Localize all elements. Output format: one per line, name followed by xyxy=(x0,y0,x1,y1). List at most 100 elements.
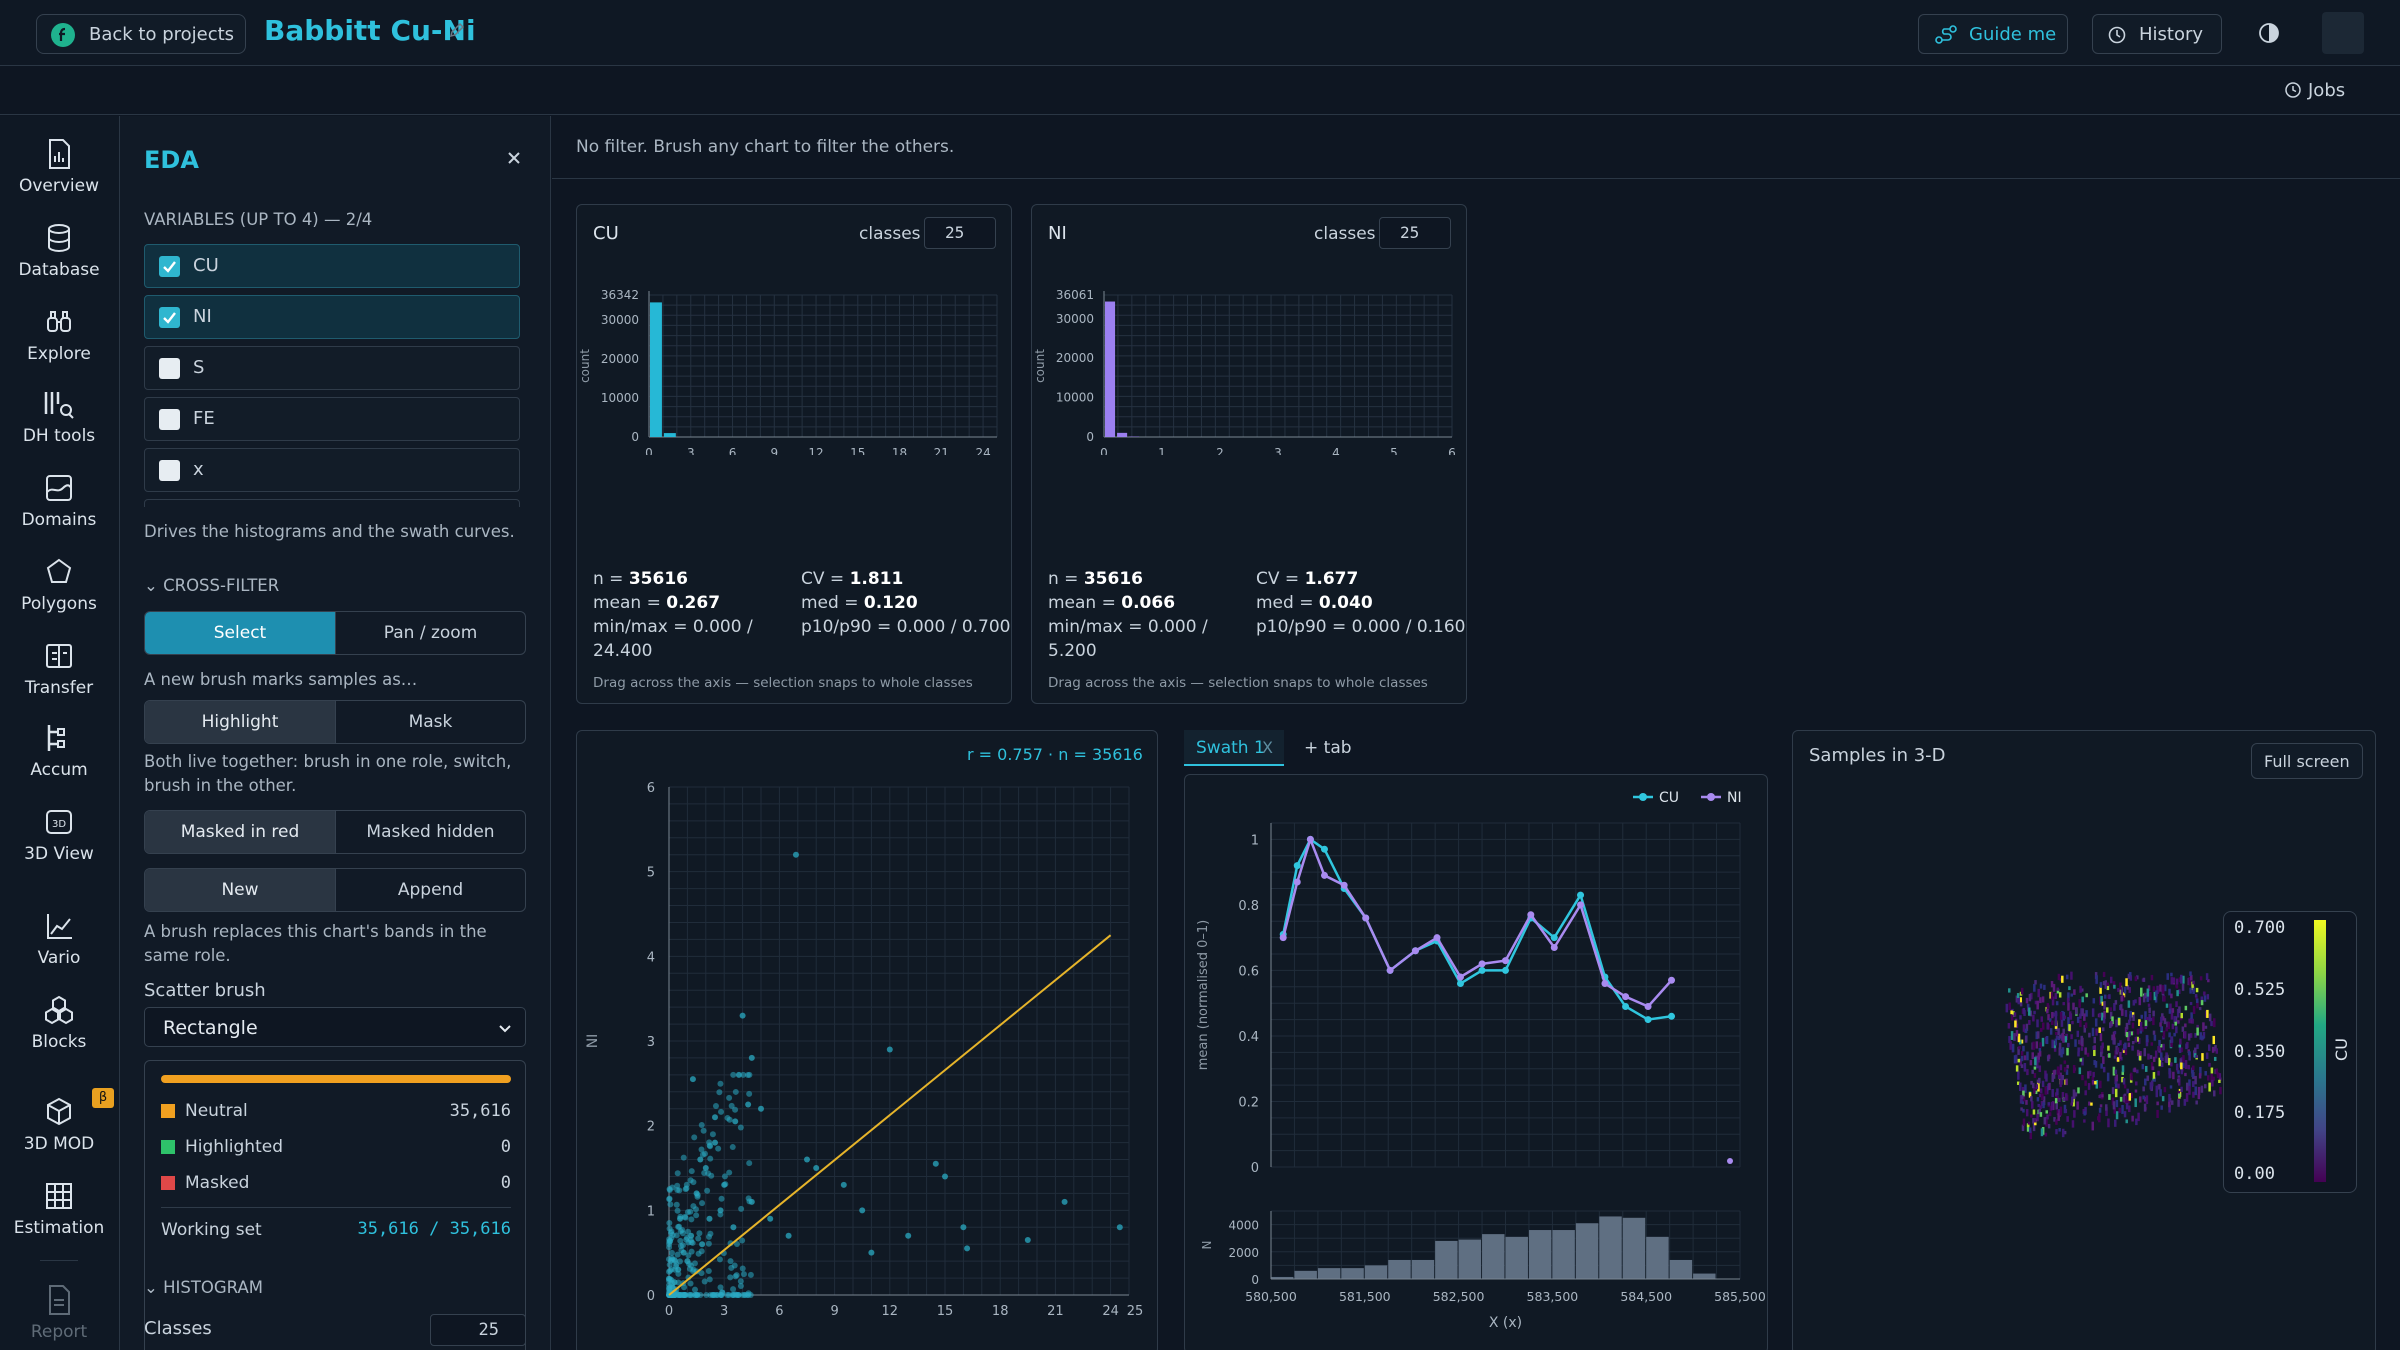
nav-report[interactable]: Report xyxy=(0,1284,118,1342)
role-toggle: Highlight Mask xyxy=(144,700,526,744)
sample-point xyxy=(2140,1022,2143,1031)
nav-blocks[interactable]: Blocks xyxy=(0,994,118,1052)
nav-estimation[interactable]: Estimation xyxy=(0,1180,118,1238)
sample-point xyxy=(2095,975,2098,984)
scatter-point xyxy=(742,1292,748,1298)
sample-point xyxy=(2143,978,2146,982)
nav-explore[interactable]: Explore xyxy=(0,306,118,364)
append-button[interactable]: Append xyxy=(335,869,525,911)
checkbox[interactable] xyxy=(159,460,180,481)
series-point xyxy=(1307,836,1314,843)
classes-input[interactable]: 25 xyxy=(924,217,996,249)
sample-point xyxy=(2021,1095,2024,1099)
select-mode-button[interactable]: Select xyxy=(145,612,335,654)
variable-row-cu[interactable]: CU xyxy=(144,244,520,288)
full-screen-button[interactable]: Full screen xyxy=(2251,743,2363,779)
close-icon[interactable] xyxy=(506,150,522,170)
nav-dh-tools[interactable]: DH tools xyxy=(0,388,118,446)
highlight-button[interactable]: Highlight xyxy=(145,701,335,743)
stat-n: n = 35616 xyxy=(593,567,793,591)
nav-polygons[interactable]: Polygons xyxy=(0,556,118,614)
stat-n: n = 35616 xyxy=(1048,567,1248,591)
guide-me-button[interactable]: Guide me xyxy=(1918,14,2068,54)
masked-hidden-button[interactable]: Masked hidden xyxy=(335,811,525,853)
scatter-brush-select[interactable]: Rectangle xyxy=(144,1007,526,1047)
classes-input[interactable]: 25 xyxy=(430,1314,526,1346)
sample-point xyxy=(2017,997,2020,1004)
sample-point xyxy=(2115,1089,2118,1097)
sample-point xyxy=(2058,1128,2061,1132)
variable-row-fe[interactable]: FE xyxy=(144,397,520,441)
scatter-chart[interactable]: 03691215182124256543210CUNI xyxy=(577,767,1157,1327)
history-button[interactable]: History xyxy=(2092,14,2222,54)
pan-zoom-button[interactable]: Pan / zoom xyxy=(335,612,525,654)
swath-chart[interactable]: 1 0.8 0.6 0.4 0.2 0 mean (normalised 0–1) CU NI 4… xyxy=(1185,775,1769,1335)
checkbox[interactable] xyxy=(159,307,180,328)
variable-row-x[interactable]: x xyxy=(144,448,520,492)
checkbox[interactable] xyxy=(159,358,180,379)
scatter-point xyxy=(671,1257,677,1263)
theme-toggle-icon[interactable] xyxy=(2258,22,2280,48)
add-tab-button[interactable]: + tab xyxy=(1304,738,1352,758)
crossfilter-heading[interactable]: ⌄ CROSS-FILTER xyxy=(144,576,279,595)
report-icon xyxy=(44,1284,74,1316)
user-avatar[interactable] xyxy=(2322,12,2364,54)
sample-point xyxy=(2074,1039,2077,1047)
sample-point xyxy=(2142,1096,2145,1100)
scatter-point xyxy=(667,1201,673,1207)
app-logo-icon xyxy=(51,23,75,47)
stat-minmax: min/max = 0.000 / 5.200 xyxy=(1048,615,1248,663)
checkbox[interactable] xyxy=(159,256,180,277)
sample-point xyxy=(2207,1075,2210,1080)
nav-accum[interactable]: Accum xyxy=(0,722,118,780)
swath-tab-active[interactable]: Swath 1 X xyxy=(1184,730,1284,766)
variable-row-ni[interactable]: NI xyxy=(144,295,520,339)
nav-vario[interactable]: Vario xyxy=(0,910,118,968)
scatter-point xyxy=(675,1252,681,1258)
nav-transfer[interactable]: Transfer xyxy=(0,640,118,698)
sample-point xyxy=(2051,1012,2054,1018)
cu-histogram-chart[interactable]: 36342 30000 20000 10000 00 3 6 9 12 15 18 21 24 count xyxy=(577,275,1013,455)
series-point xyxy=(1362,915,1369,922)
series-point xyxy=(1622,993,1629,1000)
nav-label: Overview xyxy=(19,176,99,196)
n-bar xyxy=(1482,1234,1504,1279)
nav-label: Database xyxy=(18,260,99,280)
histogram-heading[interactable]: ⌄ HISTOGRAM xyxy=(144,1278,263,1297)
checkbox[interactable] xyxy=(159,409,180,430)
nav-overview[interactable]: Overview xyxy=(0,138,118,196)
sample-point xyxy=(2027,1004,2030,1007)
masked-in-red-button[interactable]: Masked in red xyxy=(145,811,335,853)
sample-point xyxy=(2059,1080,2062,1087)
variables-note: Drives the histograms and the swath curv… xyxy=(144,520,524,544)
y-tick-label: 1 xyxy=(647,1204,655,1219)
nav-3d-view[interactable]: 3D 3D View xyxy=(0,806,118,864)
jobs-button[interactable]: Jobs xyxy=(2284,80,2345,104)
sample-point xyxy=(2046,1009,2049,1013)
scatter-point xyxy=(741,1271,747,1277)
back-to-projects-button[interactable]: Back to projects xyxy=(36,14,246,54)
scatter-point xyxy=(721,1182,727,1188)
series-point xyxy=(1280,934,1287,941)
sample-point xyxy=(2036,1084,2039,1089)
sample-point xyxy=(2026,1052,2029,1061)
classes-input[interactable]: 25 xyxy=(1379,217,1451,249)
sample-point xyxy=(2128,1031,2131,1036)
sample-point xyxy=(2205,1026,2208,1029)
new-button[interactable]: New xyxy=(145,869,335,911)
scatter-point xyxy=(695,1236,701,1242)
sample-point xyxy=(2180,1013,2183,1018)
mean-value: 0.066 xyxy=(1121,593,1175,613)
edit-pencil-icon[interactable] xyxy=(447,20,467,44)
scatter-point xyxy=(718,1109,724,1115)
variable-row-s[interactable]: S xyxy=(144,346,520,390)
nav-database[interactable]: Database xyxy=(0,222,118,280)
scatter-point xyxy=(714,1292,720,1298)
sample-point xyxy=(2017,993,2020,998)
tab-close-icon[interactable]: X xyxy=(1262,738,1273,757)
mask-button[interactable]: Mask xyxy=(335,701,525,743)
ni-histogram-chart[interactable]: 36061 30000 20000 10000 00 1 2 3 4 5 6 count xyxy=(1032,275,1468,455)
sample-point xyxy=(2115,1000,2118,1004)
sample-point xyxy=(2077,1017,2080,1023)
nav-domains[interactable]: Domains xyxy=(0,472,118,530)
